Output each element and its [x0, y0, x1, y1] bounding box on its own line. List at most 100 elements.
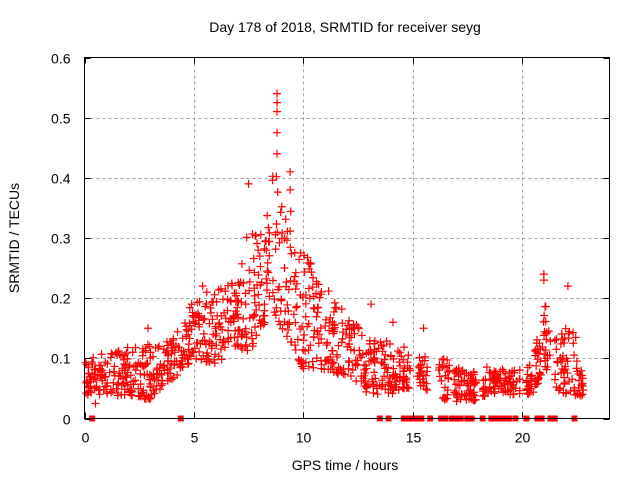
data-point [287, 338, 296, 347]
data-point [272, 220, 281, 229]
data-point [304, 284, 313, 293]
data-point [276, 208, 285, 217]
data-point [366, 348, 375, 357]
data-point [541, 346, 550, 355]
data-point [139, 348, 148, 357]
data-point [375, 381, 384, 390]
data-point [399, 367, 408, 376]
data-point [399, 343, 408, 352]
data-point [284, 285, 293, 294]
data-point [291, 268, 300, 277]
data-point [254, 246, 263, 255]
y-tick-label: 0 [63, 412, 71, 428]
data-point [272, 172, 281, 181]
data-point [234, 278, 243, 287]
data-point [543, 362, 552, 371]
data-point [191, 319, 200, 328]
data-point [303, 322, 312, 331]
data-point [123, 354, 132, 363]
data-point [134, 358, 143, 367]
data-point [571, 333, 580, 342]
data-point [187, 325, 196, 334]
data-point [397, 352, 406, 361]
data-point [189, 348, 198, 357]
data-point [435, 363, 444, 372]
data-point [159, 362, 168, 371]
data-point [389, 371, 398, 380]
data-point [109, 367, 118, 376]
data-point [210, 355, 219, 364]
data-point [296, 325, 305, 334]
data-point [400, 376, 409, 385]
data-point [271, 230, 280, 239]
data-point [275, 238, 284, 247]
x-tick-label: 10 [296, 430, 312, 446]
data-point [560, 373, 569, 382]
data-point [283, 300, 292, 309]
data-point [163, 351, 172, 360]
data-point [292, 303, 301, 312]
data-point [515, 386, 524, 395]
data-point [396, 361, 405, 370]
data-point [299, 336, 308, 345]
data-point [345, 316, 354, 325]
data-point [381, 350, 390, 359]
data-point [286, 167, 295, 176]
data-point [146, 383, 155, 392]
data-point [334, 341, 343, 350]
data-point [300, 251, 309, 260]
data-point [570, 351, 579, 360]
data-point [531, 347, 540, 356]
data-point [241, 324, 250, 333]
data-point [306, 341, 315, 350]
data-point [90, 365, 99, 374]
data-point [490, 389, 499, 398]
data-point [257, 278, 266, 287]
data-point [505, 372, 514, 381]
data-point [255, 252, 264, 261]
data-point [178, 363, 187, 372]
data-point [115, 350, 124, 359]
data-point [212, 341, 221, 350]
data-point [276, 320, 285, 329]
data-point [205, 357, 214, 366]
data-point [265, 292, 274, 301]
data-point [338, 319, 347, 328]
data-point [533, 348, 542, 357]
data-point [452, 388, 461, 397]
data-point [274, 285, 283, 294]
data-point [86, 377, 95, 386]
data-point [165, 364, 174, 373]
data-point [345, 358, 354, 367]
data-point [317, 334, 326, 343]
data-point [224, 334, 233, 343]
data-point [116, 351, 125, 360]
chart-title: Day 178 of 2018, SRMTID for receiver sey… [209, 19, 481, 35]
data-point [233, 341, 242, 350]
data-point [370, 354, 379, 363]
data-point [157, 370, 166, 379]
data-point [216, 335, 225, 344]
data-point [306, 259, 315, 268]
data-point [334, 368, 343, 377]
x-tick-label: 0 [82, 430, 90, 446]
data-point [399, 355, 408, 364]
data-point [471, 378, 480, 387]
y-tick-label: 0.6 [51, 51, 71, 67]
data-point [190, 344, 199, 353]
data-point [205, 319, 214, 328]
data-point [260, 306, 269, 315]
data-point [443, 355, 452, 364]
data-point [262, 274, 271, 283]
data-point [559, 338, 568, 347]
data-point [200, 314, 209, 323]
data-point [242, 340, 251, 349]
y-tick-labels: 0 0.1 0.2 0.3 0.4 0.5 0.6 [51, 51, 71, 428]
data-point [558, 355, 567, 364]
data-point [349, 320, 358, 329]
data-point [556, 384, 565, 393]
data-point [221, 287, 230, 296]
data-point [84, 369, 93, 378]
data-point [98, 376, 107, 385]
